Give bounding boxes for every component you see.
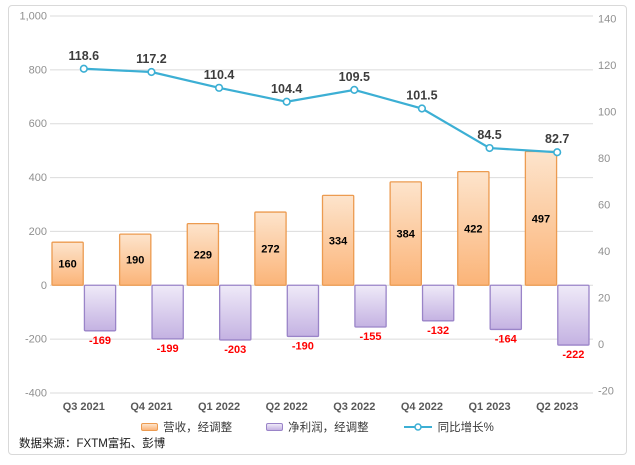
svg-text:0: 0 bbox=[41, 280, 47, 292]
svg-text:20: 20 bbox=[598, 293, 610, 305]
svg-text:Q1 2022: Q1 2022 bbox=[198, 401, 240, 413]
svg-text:334: 334 bbox=[329, 235, 348, 247]
svg-text:-199: -199 bbox=[157, 343, 179, 355]
svg-text:-20: -20 bbox=[598, 386, 614, 398]
svg-text:120: 120 bbox=[598, 60, 616, 72]
svg-text:-155: -155 bbox=[360, 331, 382, 343]
svg-text:190: 190 bbox=[126, 255, 144, 267]
legend-label-yoy-growth: 同比增长% bbox=[437, 422, 494, 434]
legend-item-yoy-growth: 同比增长% bbox=[403, 419, 494, 435]
svg-text:Q4 2022: Q4 2022 bbox=[401, 401, 443, 413]
svg-text:800: 800 bbox=[29, 64, 47, 76]
svg-text:0: 0 bbox=[598, 339, 604, 351]
svg-text:160: 160 bbox=[58, 259, 76, 271]
legend-label-revenue: 营收，经调整 bbox=[163, 422, 233, 434]
legend-label-net-profit: 净利润，经调整 bbox=[288, 422, 369, 434]
svg-text:-222: -222 bbox=[562, 349, 584, 361]
svg-text:104.4: 104.4 bbox=[271, 82, 302, 96]
chart-legend: 营收，经调整 净利润，经调整 同比增长% bbox=[9, 418, 626, 436]
svg-text:600: 600 bbox=[29, 118, 47, 130]
svg-text:384: 384 bbox=[397, 229, 416, 241]
svg-text:-203: -203 bbox=[224, 344, 246, 356]
revenue-bar-swatch-icon bbox=[141, 423, 159, 431]
svg-text:60: 60 bbox=[598, 200, 610, 212]
svg-text:497: 497 bbox=[532, 213, 550, 225]
svg-text:140: 140 bbox=[598, 14, 616, 26]
svg-text:-400: -400 bbox=[25, 388, 47, 400]
svg-text:84.5: 84.5 bbox=[477, 128, 501, 142]
svg-text:1,000: 1,000 bbox=[19, 11, 47, 23]
legend-item-revenue: 营收，经调整 bbox=[141, 419, 232, 435]
svg-text:Q1 2023: Q1 2023 bbox=[468, 401, 510, 413]
svg-text:82.7: 82.7 bbox=[545, 132, 569, 146]
yoy-growth-line-swatch-icon bbox=[403, 423, 432, 431]
svg-text:Q3 2022: Q3 2022 bbox=[333, 401, 375, 413]
svg-text:117.2: 117.2 bbox=[136, 52, 167, 66]
net-profit-bar-swatch-icon bbox=[266, 423, 284, 431]
svg-text:272: 272 bbox=[261, 244, 279, 256]
data-source-note: 数据来源：FXTM富拓、彭博 bbox=[19, 438, 166, 450]
chart-frame: 1,000 800 600 400 200 0 -200 -400 140 120 100 80 60 4… bbox=[8, 5, 627, 455]
combo-chart-plot-area: 1,0008006004002000-200-40014012010080604… bbox=[19, 11, 616, 414]
svg-text:400: 400 bbox=[29, 172, 47, 184]
legend-item-net-profit: 净利润，经调整 bbox=[266, 419, 369, 435]
svg-text:80: 80 bbox=[598, 153, 610, 165]
svg-text:Q4 2021: Q4 2021 bbox=[130, 401, 172, 413]
svg-text:-164: -164 bbox=[495, 333, 518, 345]
svg-text:Q2 2023: Q2 2023 bbox=[536, 401, 578, 413]
svg-text:Q2 2022: Q2 2022 bbox=[266, 401, 308, 413]
svg-text:118.6: 118.6 bbox=[69, 49, 100, 63]
svg-text:101.5: 101.5 bbox=[406, 89, 437, 103]
svg-text:100: 100 bbox=[598, 107, 616, 119]
svg-text:Q3 2021: Q3 2021 bbox=[63, 401, 105, 413]
svg-text:229: 229 bbox=[194, 249, 212, 261]
svg-text:422: 422 bbox=[464, 223, 482, 235]
svg-text:-190: -190 bbox=[292, 340, 314, 352]
svg-text:40: 40 bbox=[598, 246, 610, 258]
svg-text:109.5: 109.5 bbox=[339, 70, 370, 84]
svg-text:200: 200 bbox=[29, 226, 47, 238]
svg-text:-169: -169 bbox=[89, 335, 111, 347]
svg-text:110.4: 110.4 bbox=[204, 68, 235, 82]
svg-text:-200: -200 bbox=[25, 334, 47, 346]
svg-text:-132: -132 bbox=[427, 325, 449, 337]
